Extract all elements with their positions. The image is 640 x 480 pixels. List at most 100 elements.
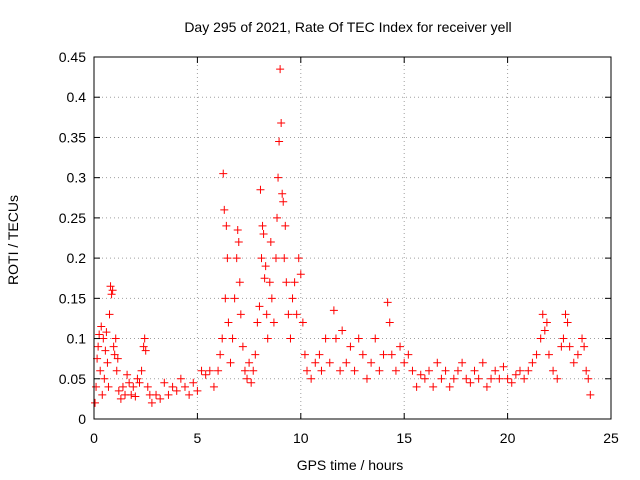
data-point (226, 358, 235, 367)
data-point (300, 350, 309, 359)
data-point (586, 390, 595, 399)
data-point (371, 334, 380, 343)
data-point (584, 374, 593, 383)
data-point (315, 350, 324, 359)
data-point (263, 334, 272, 343)
data-point (141, 346, 150, 355)
data-point (482, 382, 491, 391)
x-axis-label: GPS time / hours (297, 457, 404, 473)
data-point (94, 342, 103, 351)
data-point (164, 390, 173, 399)
data-point (133, 374, 142, 383)
data-point (540, 326, 549, 335)
data-point (404, 350, 413, 359)
data-point (553, 374, 562, 383)
data-point (425, 366, 434, 375)
data-point (201, 370, 210, 379)
data-point (549, 366, 558, 375)
y-tick-label: 0.2 (67, 250, 87, 266)
data-point (91, 398, 100, 407)
data-point (441, 366, 450, 375)
data-point (168, 382, 177, 391)
data-point (209, 382, 218, 391)
data-point (429, 382, 438, 391)
data-point (387, 350, 396, 359)
data-point (255, 302, 264, 311)
data-point (247, 378, 256, 387)
data-point (127, 390, 136, 399)
data-point (205, 366, 214, 375)
data-point (367, 358, 376, 367)
data-point (342, 358, 351, 367)
data-point (105, 310, 114, 319)
data-point (290, 278, 299, 287)
data-point (262, 310, 271, 319)
data-point (135, 378, 144, 387)
data-point (224, 318, 233, 327)
data-point (346, 342, 355, 351)
data-point (557, 342, 566, 351)
data-point (107, 290, 116, 299)
data-point (214, 366, 223, 375)
data-point (375, 366, 384, 375)
data-point (538, 310, 547, 319)
x-tick-label: 0 (90, 430, 98, 446)
data-point (139, 342, 148, 351)
data-point (282, 278, 291, 287)
data-point (470, 366, 479, 375)
data-point (251, 350, 260, 359)
data-point (274, 173, 283, 182)
data-point (408, 366, 417, 375)
data-point (101, 346, 110, 355)
data-point (462, 374, 471, 383)
data-point (559, 334, 568, 343)
data-point (307, 374, 316, 383)
data-point (216, 350, 225, 359)
data-point (271, 254, 280, 263)
data-point (108, 286, 117, 295)
chart-title: Day 295 of 2021, Rate Of TEC Index for r… (184, 19, 511, 35)
data-point (131, 392, 140, 401)
x-tick-label: 15 (396, 430, 412, 446)
data-point (391, 366, 400, 375)
data-point (317, 366, 326, 375)
data-point (321, 334, 330, 343)
data-point (281, 221, 290, 230)
data-point (243, 374, 252, 383)
data-point (111, 334, 120, 343)
y-tick-label: 0.4 (67, 89, 87, 105)
data-point (123, 370, 132, 379)
data-point (354, 334, 363, 343)
data-point (278, 189, 287, 198)
data-point (280, 254, 289, 263)
data-point (193, 386, 202, 395)
data-point (383, 298, 392, 307)
x-tick-label: 25 (603, 430, 619, 446)
grid-layer (94, 57, 611, 419)
y-axis-label: ROTI / TECUs (5, 195, 21, 285)
data-point (103, 358, 112, 367)
data-point (582, 366, 591, 375)
data-point (474, 374, 483, 383)
data-point (125, 378, 134, 387)
data-point (156, 394, 165, 403)
data-point (563, 318, 572, 327)
data-point (296, 270, 305, 279)
data-point (265, 278, 274, 287)
data-point (228, 334, 237, 343)
data-point (528, 358, 537, 367)
data-point (176, 374, 185, 383)
data-point (288, 294, 297, 303)
data-point (240, 366, 249, 375)
data-point (232, 254, 241, 263)
data-point (140, 334, 149, 343)
data-point (114, 386, 123, 395)
data-point (129, 382, 138, 391)
data-point (520, 374, 529, 383)
data-point (536, 334, 545, 343)
data-point (113, 354, 122, 363)
data-point (400, 358, 409, 367)
data-point (532, 350, 541, 359)
data-point (275, 137, 284, 146)
data-point (503, 374, 512, 383)
